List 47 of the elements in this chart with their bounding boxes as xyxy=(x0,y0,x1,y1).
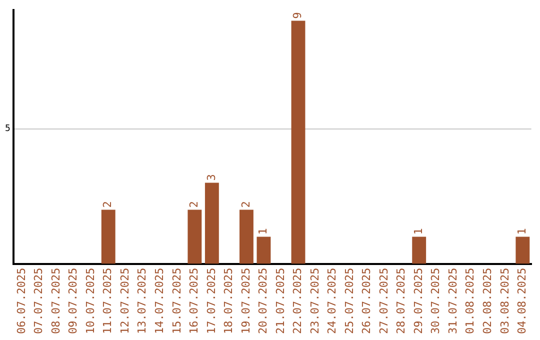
bar xyxy=(516,236,530,264)
x-tick-label: 29.07.2025 xyxy=(412,268,425,334)
x-tick-label: 02.08.2025 xyxy=(481,268,494,334)
x-tick-label: 08.07.2025 xyxy=(49,268,62,334)
y-tick-label: 5 xyxy=(4,124,10,134)
x-tick-label: 09.07.2025 xyxy=(66,268,80,334)
x-tick-label: 20.07.2025 xyxy=(256,268,270,334)
data-label: 9 xyxy=(291,12,304,19)
x-tick-label: 18.07.2025 xyxy=(222,268,236,334)
bar xyxy=(412,236,426,264)
data-label: 3 xyxy=(204,174,218,181)
x-tick-label: 10.07.2025 xyxy=(84,268,97,334)
x-tick-label: 04.08.2025 xyxy=(516,268,529,334)
x-tick-label: 26.07.2025 xyxy=(360,268,374,334)
x-tick-label: 28.07.2025 xyxy=(394,268,408,334)
data-label: 2 xyxy=(239,201,252,208)
x-tick-label: 25.07.2025 xyxy=(342,268,356,334)
data-label: 2 xyxy=(188,201,201,208)
x-tick-label: 06.07.2025 xyxy=(14,268,28,334)
data-label: 1 xyxy=(516,228,529,235)
x-tick-label: 24.07.2025 xyxy=(326,268,339,334)
bar xyxy=(188,210,202,264)
x-tick-label: 21.07.2025 xyxy=(274,268,287,334)
x-tick-label: 19.07.2025 xyxy=(239,268,252,334)
x-tick-label: 07.07.2025 xyxy=(32,268,46,334)
x-tick-label: 15.07.2025 xyxy=(170,268,184,334)
data-label: 2 xyxy=(101,201,114,208)
x-tick-label: 14.07.2025 xyxy=(153,268,166,334)
x-tick-label: 22.07.2025 xyxy=(291,268,304,334)
bar xyxy=(256,236,271,264)
x-tick-label: 13.07.2025 xyxy=(136,268,149,334)
bar xyxy=(204,182,219,264)
x-tick-label: 27.07.2025 xyxy=(377,268,390,334)
x-tick-label: 31.07.2025 xyxy=(446,268,460,334)
x-tick-label: 03.08.2025 xyxy=(498,268,512,334)
bar xyxy=(239,210,254,264)
data-label: 1 xyxy=(256,228,270,235)
x-tick-label: 12.07.2025 xyxy=(118,268,132,334)
data-label: 1 xyxy=(412,228,425,235)
bar xyxy=(291,20,306,264)
x-tick-label: 30.07.2025 xyxy=(429,268,442,334)
x-tick-label: 16.07.2025 xyxy=(188,268,201,334)
x-tick-label: 01.08.2025 xyxy=(464,268,477,334)
bar xyxy=(101,210,116,264)
x-tick-label: 23.07.2025 xyxy=(308,268,322,334)
x-tick-label: 17.07.2025 xyxy=(204,268,218,334)
x-tick-label: 11.07.2025 xyxy=(101,268,114,334)
